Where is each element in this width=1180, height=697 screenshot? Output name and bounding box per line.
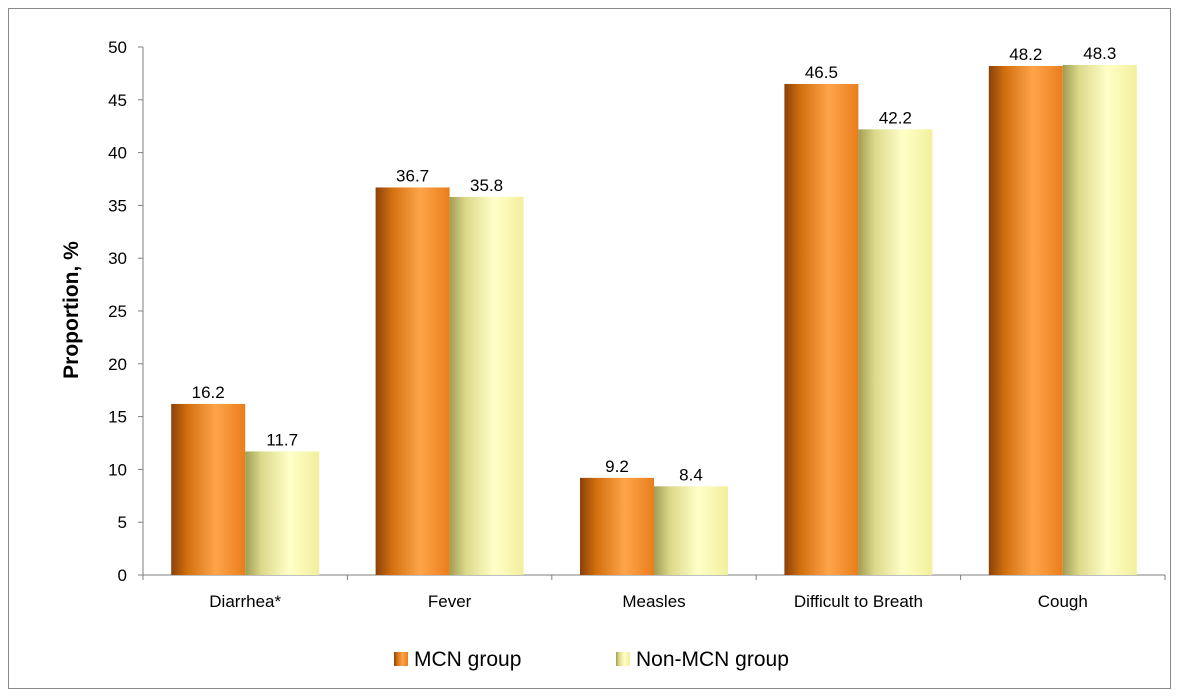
bar-mcn	[784, 83, 859, 576]
legend-label-mcn: MCN group	[414, 648, 521, 671]
data-label: 9.2	[605, 457, 629, 476]
y-tick-label: 40	[108, 144, 127, 163]
y-tick-label: 0	[118, 566, 127, 585]
x-category-label: Measles	[622, 592, 685, 611]
y-tick-label: 10	[108, 460, 127, 479]
data-label: 8.4	[679, 465, 703, 484]
bar-mcn	[375, 187, 450, 575]
y-tick-label: 35	[108, 196, 127, 215]
y-tick-label: 50	[108, 38, 127, 57]
bar-non-mcn	[1062, 64, 1137, 576]
y-tick-label: 5	[118, 513, 127, 532]
legend-label-non-mcn: Non-MCN group	[636, 648, 789, 671]
bar-non-mcn	[245, 451, 320, 575]
data-label: 35.8	[470, 176, 503, 195]
bar-non-mcn	[654, 486, 728, 575]
y-tick-label: 25	[108, 302, 127, 321]
y-tick-label: 45	[108, 91, 127, 110]
legend-swatch-non-mcn	[616, 652, 630, 666]
data-label: 48.3	[1083, 44, 1116, 63]
legend-swatch-mcn	[394, 652, 408, 666]
x-category-label: Difficult to Breath	[794, 592, 923, 611]
bar-non-mcn	[449, 196, 524, 575]
bar-mcn	[580, 477, 654, 575]
y-axis-title: Proportion, %	[60, 241, 83, 379]
data-label: 42.2	[879, 108, 912, 127]
data-label: 11.7	[266, 430, 298, 449]
data-label: 48.2	[1009, 45, 1042, 64]
x-category-label: Cough	[1038, 592, 1088, 611]
data-label: 16.2	[192, 383, 225, 402]
y-tick-label: 15	[108, 408, 127, 427]
bar-non-mcn	[858, 129, 933, 576]
y-tick-label: 20	[108, 355, 127, 374]
x-category-label: Fever	[428, 592, 472, 611]
x-category-label: Diarrhea*	[209, 592, 281, 611]
data-label: 46.5	[805, 63, 838, 82]
legend: MCN group Non-MCN group	[394, 648, 789, 671]
bar-mcn	[171, 403, 246, 575]
y-tick-label: 30	[108, 249, 127, 268]
bar-mcn	[988, 66, 1063, 576]
data-label: 36.7	[396, 166, 429, 185]
